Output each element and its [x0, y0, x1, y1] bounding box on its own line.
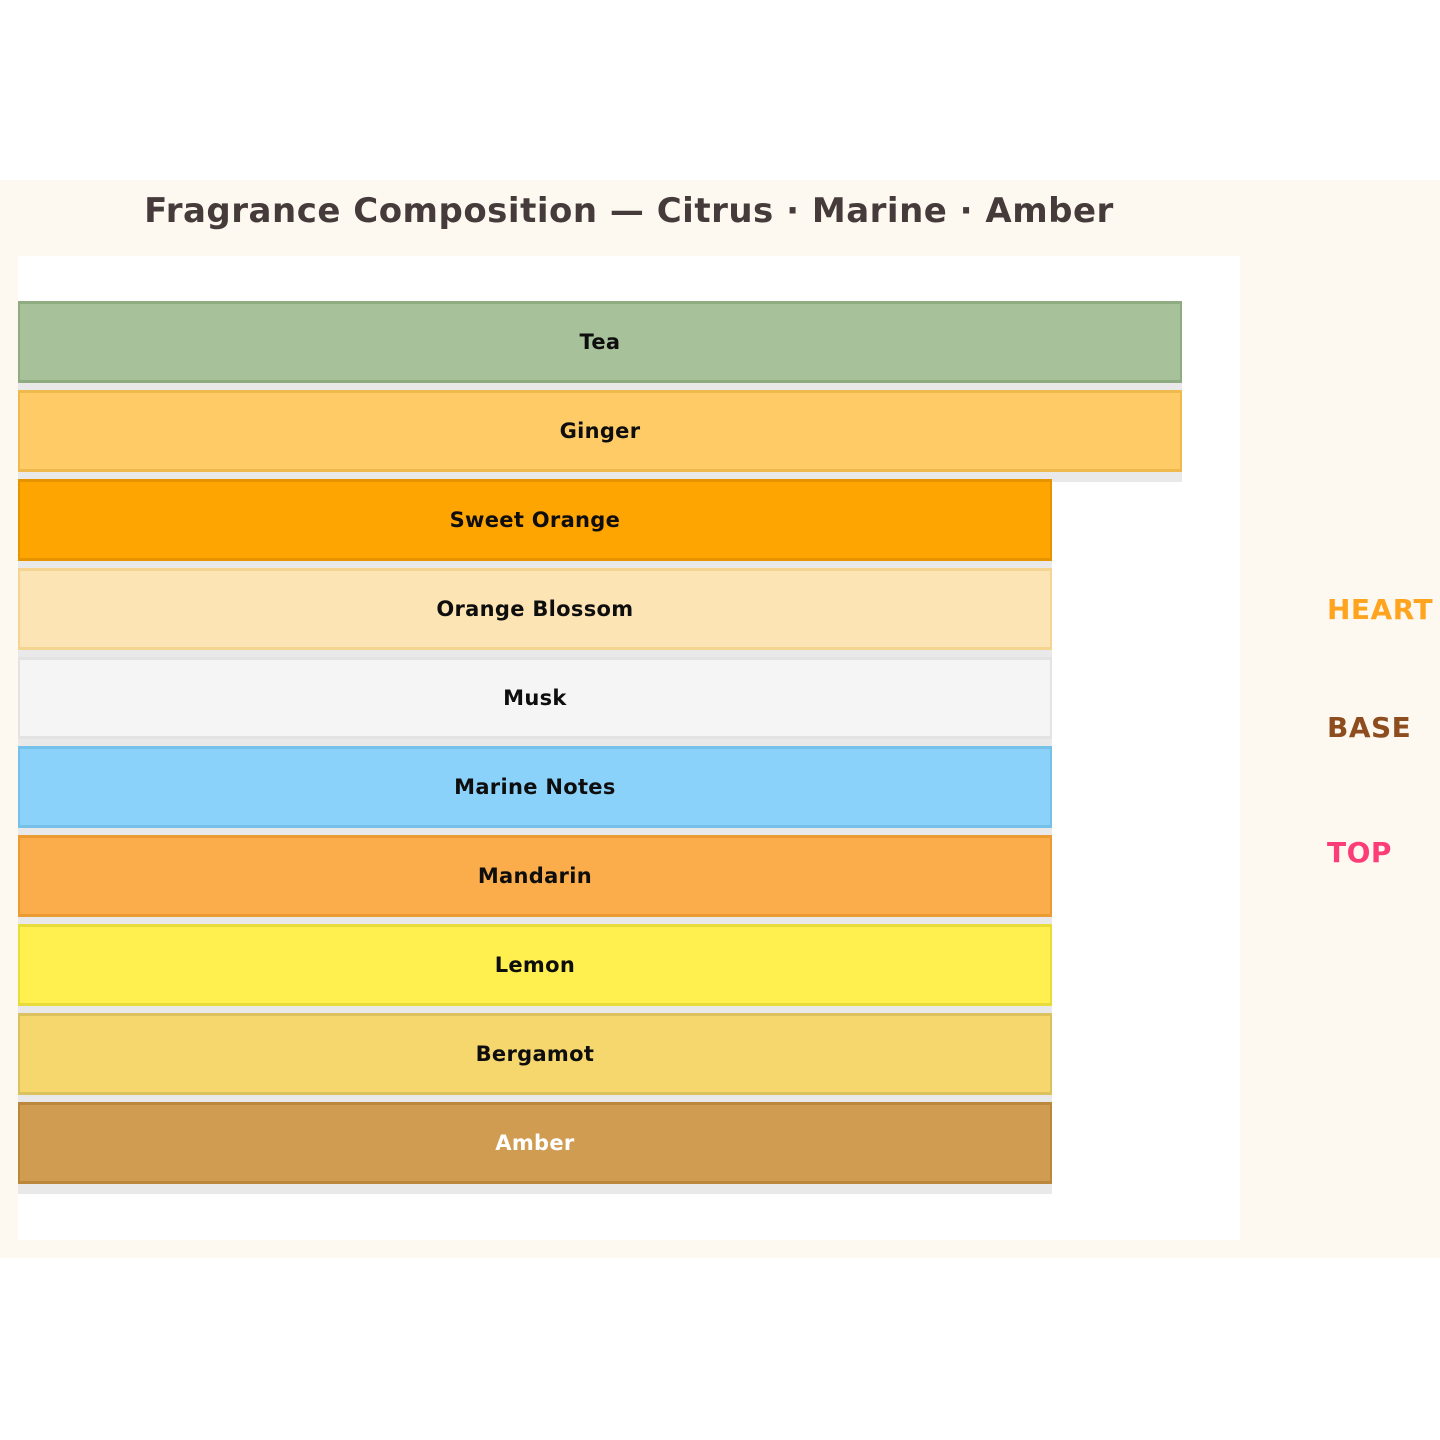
bar-sweet-orange: Sweet Orange [18, 479, 1052, 561]
bar-label: Ginger [559, 419, 641, 443]
bar-musk: Musk [18, 657, 1052, 739]
bar-label: Orange Blossom [436, 597, 634, 621]
chart-title: Fragrance Composition — Citrus · Marine … [144, 191, 1114, 231]
bar-orange-blossom: Orange Blossom [18, 568, 1052, 650]
bar-marine-notes: Marine Notes [18, 746, 1052, 828]
bar-label: Lemon [494, 953, 576, 977]
bar-chart: Tea Ginger Sweet Orange Orange Blossom Musk M… [18, 301, 1240, 1184]
bar-lemon: Lemon [18, 924, 1052, 1006]
chart-panel: Tea Ginger Sweet Orange Orange Blossom Musk M… [18, 256, 1240, 1240]
bar-amber: Amber [18, 1102, 1052, 1184]
legend-base-label: BASE [1327, 711, 1412, 744]
bar-label: Tea [579, 330, 621, 354]
bar-label: Mandarin [477, 864, 592, 888]
bar-label: Sweet Orange [449, 508, 621, 532]
bar-bergamot: Bergamot [18, 1013, 1052, 1095]
bar-mandarin: Mandarin [18, 835, 1052, 917]
legend-heart-label: HEART [1327, 593, 1434, 626]
bar-label: Amber [495, 1131, 575, 1155]
bar-label: Bergamot [475, 1042, 595, 1066]
bar-ginger: Ginger [18, 390, 1182, 472]
bar-tea: Tea [18, 301, 1182, 383]
bar-label: Marine Notes [454, 775, 616, 799]
bar-label: Musk [503, 686, 567, 710]
legend-top-label: TOP [1327, 836, 1392, 869]
